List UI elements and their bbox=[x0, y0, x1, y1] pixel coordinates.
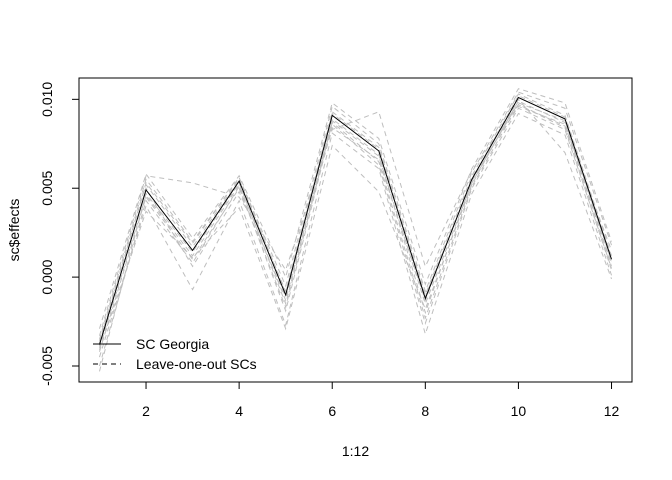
legend: SC Georgia Leave-one-out SCs bbox=[93, 336, 257, 372]
y-tick-label: 0.000 bbox=[39, 259, 55, 294]
x-tick-label: 10 bbox=[511, 403, 527, 419]
leave-one-out-line-12 bbox=[99, 104, 612, 352]
leave-one-out-line-3 bbox=[99, 112, 612, 358]
x-axis-label: 1:12 bbox=[342, 443, 369, 459]
x-axis: 2 4 6 8 10 12 bbox=[142, 381, 620, 419]
leave-one-out-line-6 bbox=[99, 88, 612, 329]
leave-one-out-line-5 bbox=[98, 107, 612, 367]
legend-label-leave-one-out: Leave-one-out SCs bbox=[136, 356, 257, 372]
x-tick-label: 2 bbox=[142, 403, 150, 419]
y-axis-label: sc$effects bbox=[6, 199, 22, 262]
sc-georgia-line bbox=[99, 96, 612, 345]
x-tick-label: 12 bbox=[604, 403, 620, 419]
leave-one-out-line-2 bbox=[99, 100, 612, 349]
leave-one-out-line-10 bbox=[99, 105, 612, 347]
series-layer bbox=[98, 88, 612, 372]
x-tick-label: 4 bbox=[235, 403, 243, 419]
leave-one-out-line-9 bbox=[98, 102, 612, 372]
x-tick-label: 6 bbox=[328, 403, 336, 419]
y-tick-label: 0.010 bbox=[39, 82, 55, 117]
y-tick-label: -0.005 bbox=[39, 346, 55, 386]
x-tick-label: 8 bbox=[421, 403, 429, 419]
leave-one-out-line-1 bbox=[99, 93, 612, 342]
y-tick-label: 0.005 bbox=[39, 170, 55, 205]
y-axis: -0.005 0.000 0.005 0.010 bbox=[39, 82, 80, 386]
legend-label-sc-georgia: SC Georgia bbox=[136, 336, 209, 352]
leave-one-out-line-7 bbox=[99, 98, 612, 351]
